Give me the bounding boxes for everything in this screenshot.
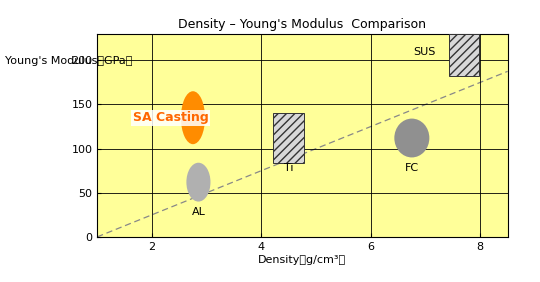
Text: SUS: SUS: [413, 47, 435, 57]
Text: Ti: Ti: [284, 163, 293, 173]
Title: Density – Young's Modulus  Comparison: Density – Young's Modulus Comparison: [178, 18, 427, 31]
Text: SA Casting: SA Casting: [133, 111, 208, 124]
Ellipse shape: [181, 91, 205, 144]
Text: FC: FC: [405, 163, 419, 173]
Text: AL: AL: [192, 207, 205, 217]
Ellipse shape: [186, 163, 211, 202]
X-axis label: Density（g/cm³）: Density（g/cm³）: [258, 255, 347, 265]
Ellipse shape: [394, 119, 429, 157]
Bar: [449, 34, 479, 76]
Text: Young's Modulus（GPa）: Young's Modulus（GPa）: [5, 56, 133, 66]
Bar: [273, 113, 304, 163]
